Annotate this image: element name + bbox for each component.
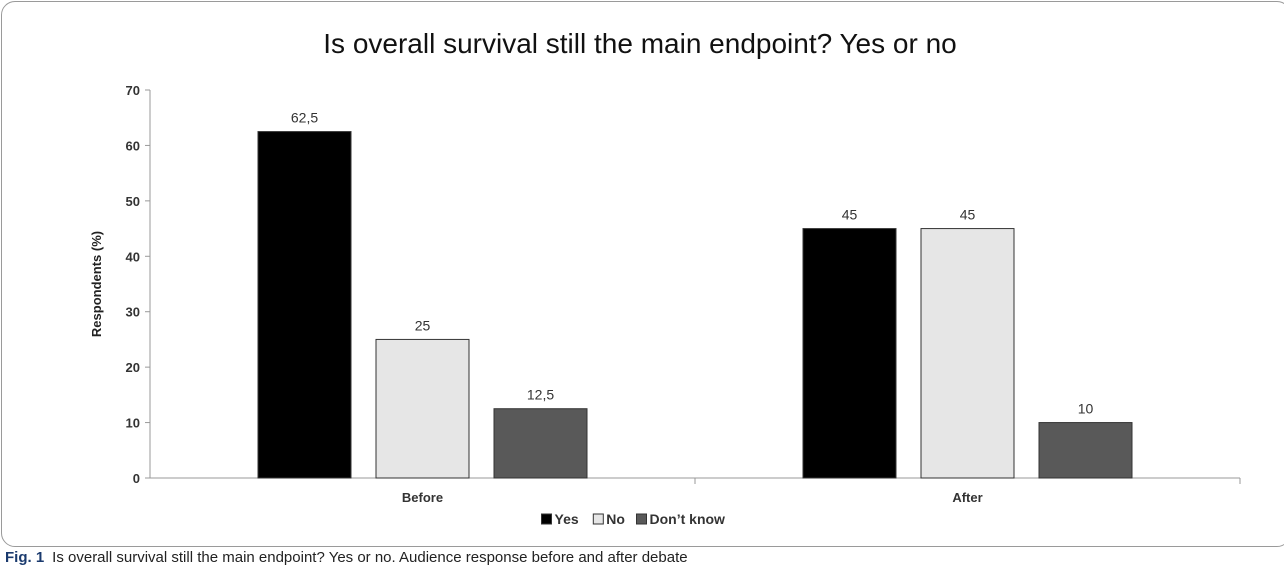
bar-value-label: 12,5 [527, 387, 554, 403]
bar-chart: Is overall survival still the main endpo… [89, 28, 1241, 527]
figure-caption: Fig. 1 Is overall survival still the main… [5, 549, 1275, 566]
bar-value-label: 25 [415, 317, 431, 333]
bar [802, 228, 897, 479]
y-tick-label: 30 [126, 305, 140, 320]
bar-value-label: 45 [960, 207, 976, 223]
legend-label: Yes [555, 511, 579, 527]
legend: Yes No Don’t know [541, 511, 726, 527]
y-tick-label: 10 [126, 416, 140, 431]
bar [920, 228, 1015, 479]
bar-value-label: 45 [842, 207, 858, 223]
y-tick-label: 60 [126, 138, 140, 153]
caption-text: Is overall survival still the main endpo… [52, 549, 688, 566]
y-tick-label: 40 [126, 249, 140, 264]
bar-value-label: 62,5 [291, 110, 318, 126]
bar [1038, 422, 1133, 479]
y-tick-label: 20 [126, 360, 140, 375]
bar [375, 338, 470, 479]
x-category-label: After [952, 490, 982, 505]
bar [257, 131, 352, 479]
bars: 62,5 25 12,5 45 45 10 [257, 110, 1133, 479]
legend-swatch [636, 513, 647, 525]
legend-label: No [606, 511, 625, 527]
y-tick-label: 0 [133, 471, 140, 486]
chart-title: Is overall survival still the main endpo… [323, 28, 956, 59]
y-tick-label: 70 [126, 83, 140, 98]
y-axis-label: Respondents (%) [89, 231, 104, 337]
y-tick-label: 50 [126, 194, 140, 209]
bar [493, 408, 588, 479]
caption-figure-label: Fig. 1 [5, 549, 45, 566]
legend-swatch [541, 513, 552, 525]
bar-value-label: 10 [1078, 401, 1094, 417]
x-category-label: Before [402, 490, 443, 505]
legend-label: Don’t know [650, 511, 726, 527]
legend-swatch [592, 513, 604, 525]
